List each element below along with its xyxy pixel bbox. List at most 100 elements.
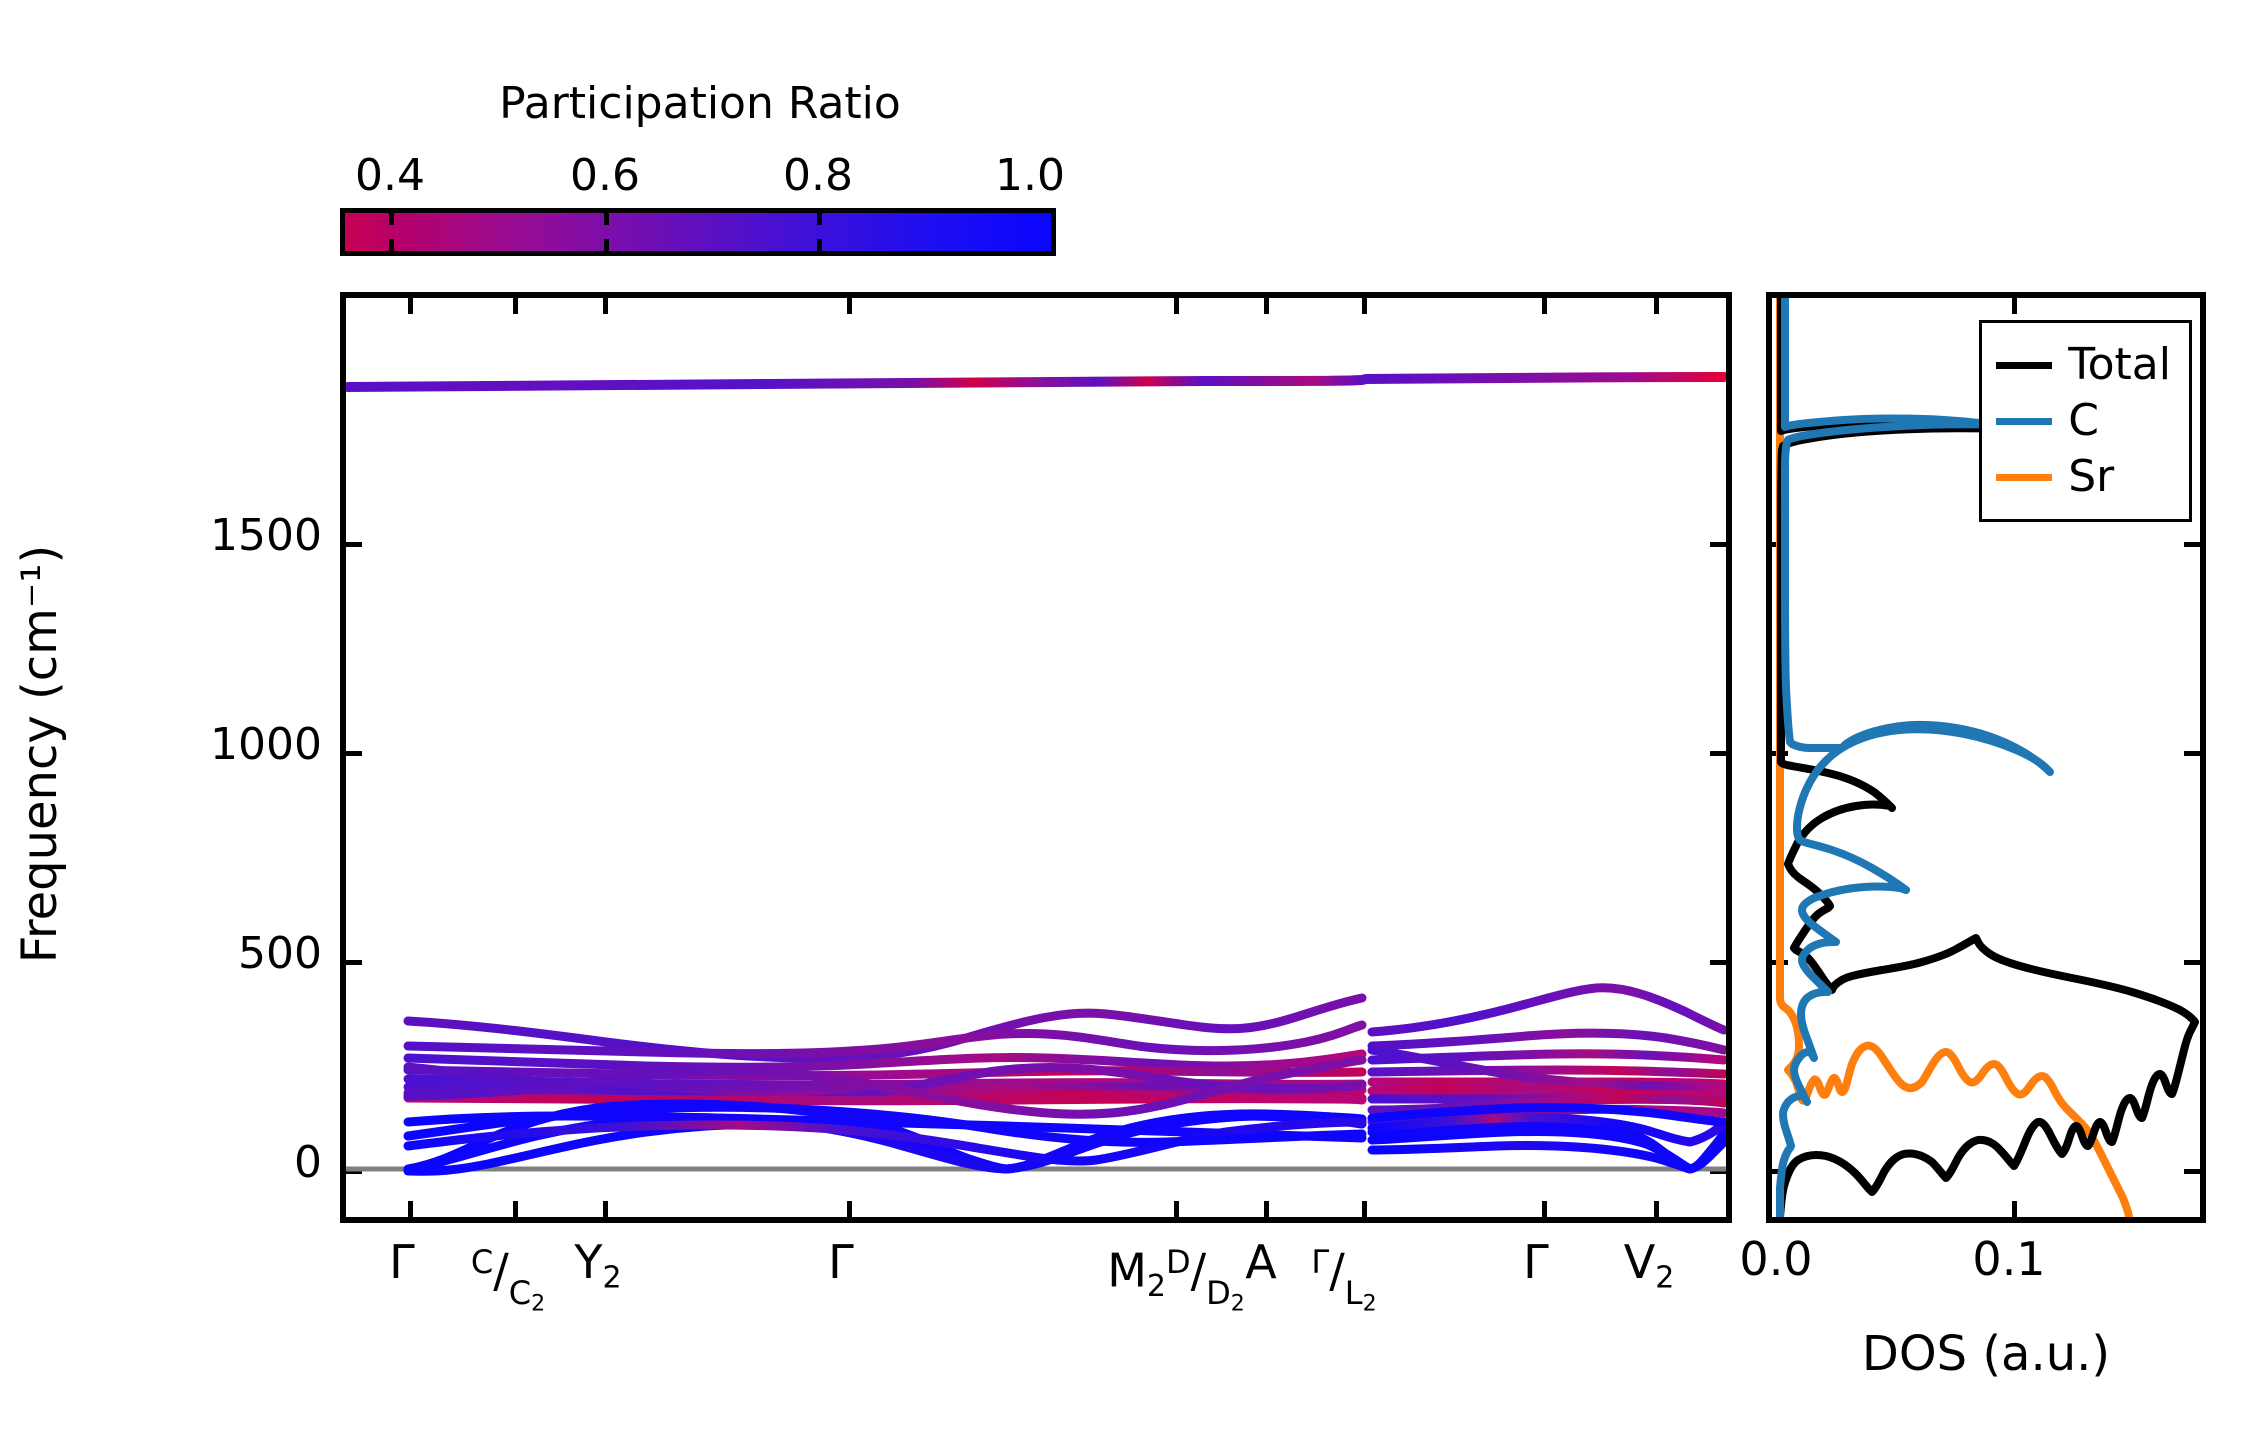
band-curves-svg bbox=[346, 372, 1726, 1176]
dos-curve-c bbox=[1776, 298, 2054, 1217]
band-panel-y-tick-labels: 1500 1000 500 0 bbox=[70, 292, 322, 1223]
colorbar-tick-1-top bbox=[604, 213, 609, 225]
y-tick-1000-right bbox=[1710, 751, 1726, 756]
x-tick-label-m2-d2: M2D/D2 bbox=[1107, 1243, 1245, 1317]
colorbar-tick-labels: 0.4 0.6 0.8 1.0 bbox=[340, 150, 1065, 204]
band-optic-2d bbox=[1367, 1065, 1726, 1079]
dos-curve-total bbox=[1776, 298, 2199, 1217]
x-tick-label-gamma-1: Γ bbox=[389, 1235, 415, 1289]
legend-item-total: Total bbox=[1996, 337, 2171, 393]
band-high-frequency bbox=[346, 372, 1726, 392]
dos-y-tick-1000-right bbox=[2184, 751, 2200, 756]
dos-curves-svg bbox=[1776, 298, 2199, 1217]
colorbar-title: Participation Ratio bbox=[499, 78, 901, 129]
band-panel-ylabel: Frequency (cm⁻¹) bbox=[12, 544, 68, 964]
x-tick-6 bbox=[1362, 1201, 1367, 1217]
x-tick-label-gamma-3: Γ bbox=[1523, 1235, 1549, 1289]
y-tick-label-1500: 1500 bbox=[210, 510, 322, 561]
x-tick-4-top bbox=[1174, 298, 1179, 314]
colorbar: Participation Ratio 0.4 0.6 0.8 1.0 bbox=[340, 40, 1065, 290]
band-optic-1b bbox=[403, 1020, 1367, 1059]
x-tick-1 bbox=[513, 1201, 518, 1217]
band-optic-2a bbox=[1367, 983, 1726, 1037]
x-tick-label-gamma-2: Γ bbox=[828, 1235, 854, 1289]
x-tick-2 bbox=[603, 1201, 608, 1217]
legend-line-c bbox=[1996, 417, 2053, 425]
dos-x-tick-labels: 0.0 0.1 bbox=[1739, 1232, 2206, 1296]
dos-plot: Total C Sr bbox=[1766, 292, 2206, 1223]
band-panel-x-tick-labels: Γ C/C2 Y2 Γ M2D/D2 A Γ/L2 Γ V2 bbox=[340, 1236, 1732, 1356]
dos-x-tick-label-1: 0.1 bbox=[1972, 1232, 2046, 1286]
y-tick-label-0: 0 bbox=[294, 1137, 322, 1188]
band-acoustic-1e bbox=[403, 1117, 1367, 1166]
colorbar-tick-0-bottom bbox=[389, 239, 394, 251]
dos-y-tick-1500-right bbox=[2184, 542, 2200, 547]
x-tick-1-top bbox=[513, 298, 518, 314]
band-acoustic-2d bbox=[1367, 1113, 1726, 1147]
x-tick-3-top bbox=[847, 298, 852, 314]
band-optic-2h bbox=[1367, 1045, 1726, 1091]
y-tick-label-1000: 1000 bbox=[210, 719, 322, 770]
colorbar-tick-label-3: 1.0 bbox=[995, 150, 1065, 201]
x-tick-7-top bbox=[1542, 298, 1547, 314]
x-tick-8 bbox=[1654, 1201, 1659, 1217]
band-optic-1h bbox=[403, 1062, 1367, 1106]
x-tick-3 bbox=[847, 1201, 852, 1217]
x-tick-4 bbox=[1174, 1201, 1179, 1217]
x-tick-label-y2: Y2 bbox=[574, 1235, 622, 1296]
y-tick-1500-right bbox=[1710, 542, 1726, 547]
legend-line-sr bbox=[1996, 473, 2053, 481]
y-tick-500-right bbox=[1710, 960, 1726, 965]
x-tick-0 bbox=[408, 1201, 413, 1217]
colorbar-tick-2-top bbox=[817, 213, 822, 225]
dos-x-tick-1-top bbox=[2012, 298, 2017, 314]
band-optic-2f bbox=[1367, 1086, 1726, 1098]
band-optic-1c bbox=[403, 1049, 1367, 1072]
x-tick-7 bbox=[1542, 1201, 1547, 1217]
x-tick-5 bbox=[1264, 1201, 1269, 1217]
x-tick-label-v2: V2 bbox=[1623, 1235, 1675, 1296]
dos-y-tick-500-right bbox=[2184, 960, 2200, 965]
y-tick-500 bbox=[346, 960, 362, 965]
legend-item-c: C bbox=[1996, 393, 2171, 449]
y-tick-label-500: 500 bbox=[238, 928, 322, 979]
band-lines-group bbox=[346, 372, 1726, 1176]
colorbar-tick-0-top bbox=[389, 213, 394, 225]
legend-label-sr: Sr bbox=[2068, 451, 2115, 502]
colorbar-tick-2-bottom bbox=[817, 239, 822, 251]
legend-item-sr: Sr bbox=[1996, 449, 2171, 505]
x-tick-0-top bbox=[408, 298, 413, 314]
legend-label-total: Total bbox=[2068, 339, 2171, 390]
colorbar-tick-label-0: 0.4 bbox=[355, 150, 425, 201]
x-tick-label-a: A bbox=[1245, 1235, 1277, 1289]
x-tick-label-c-c2: C/C2 bbox=[470, 1243, 546, 1317]
band-optic-mid-flat bbox=[403, 1093, 1367, 1106]
dos-legend: Total C Sr bbox=[1979, 320, 2192, 522]
x-tick-8-top bbox=[1654, 298, 1659, 314]
x-tick-label-gamma-l2: Γ/L2 bbox=[1311, 1243, 1377, 1317]
colorbar-tick-label-1: 0.6 bbox=[570, 150, 640, 201]
band-acoustic-2e bbox=[1367, 1102, 1726, 1127]
dos-x-tick-label-0: 0.0 bbox=[1739, 1232, 1813, 1286]
dos-curves-layer bbox=[1772, 298, 2200, 1217]
x-tick-2-top bbox=[603, 298, 608, 314]
band-acoustic-1f bbox=[403, 1102, 1367, 1147]
x-tick-5-top bbox=[1264, 298, 1269, 314]
colorbar-gradient bbox=[340, 208, 1056, 256]
band-structure-plot bbox=[340, 292, 1732, 1223]
dos-panel-xlabel: DOS (a.u.) bbox=[1861, 1326, 2111, 1382]
band-curves-layer bbox=[346, 298, 1726, 1217]
band-optic-bridge bbox=[403, 1055, 1367, 1119]
legend-line-total bbox=[1996, 361, 2053, 369]
legend-label-c: C bbox=[2068, 395, 2099, 446]
colorbar-tick-label-2: 0.8 bbox=[783, 150, 853, 201]
dos-y-tick-0-right bbox=[2184, 1169, 2200, 1174]
band-optic-2b bbox=[1367, 1028, 1726, 1055]
y-tick-1500 bbox=[346, 542, 362, 547]
dos-x-tick-1 bbox=[2012, 1201, 2017, 1217]
band-optic-1d bbox=[403, 1065, 1367, 1081]
y-tick-1000 bbox=[346, 751, 362, 756]
colorbar-tick-1-bottom bbox=[604, 239, 609, 251]
x-tick-6-top bbox=[1362, 298, 1367, 314]
